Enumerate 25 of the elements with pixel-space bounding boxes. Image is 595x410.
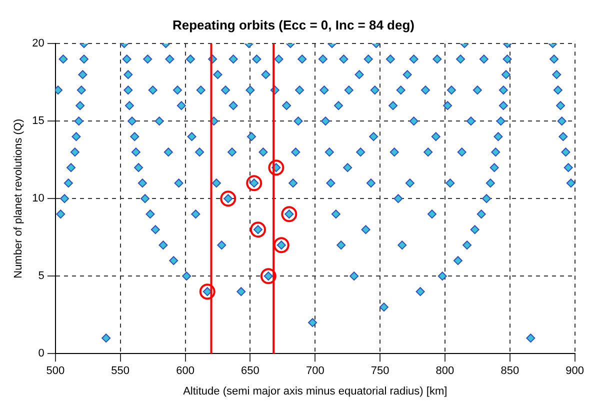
x-tick-label: 800 <box>436 365 454 378</box>
point <box>281 206 298 222</box>
y-tick-label: 15 <box>32 115 44 128</box>
point <box>246 175 262 192</box>
x-tick-label: 550 <box>111 365 130 378</box>
point <box>199 284 216 300</box>
x-tick-label: 500 <box>46 365 65 378</box>
point <box>220 190 236 207</box>
x-tick-label: 750 <box>370 365 390 378</box>
point <box>250 222 266 238</box>
y-tick-label: 0 <box>38 348 44 360</box>
point <box>273 237 290 254</box>
point <box>268 160 284 176</box>
x-tick-label: 850 <box>500 365 520 378</box>
x-tick-label: 900 <box>566 365 584 378</box>
point <box>260 268 276 284</box>
x-axis-title: Altitude (semi major axis minus equatorial radius) [km] <box>183 385 448 398</box>
y-tick-label: 5 <box>38 270 44 282</box>
y-tick-label: 10 <box>32 192 44 205</box>
x-tick-label: 600 <box>176 365 194 378</box>
x-tick-label: 700 <box>306 365 324 378</box>
y-tick-label: 20 <box>32 38 44 50</box>
y-axis-title: Number of planet revolutions (Q) <box>12 118 25 278</box>
x-tick-label: 650 <box>241 365 260 378</box>
chart-title: Repeating orbits (Ecc = 0, Inc = 84 deg) <box>172 17 415 32</box>
